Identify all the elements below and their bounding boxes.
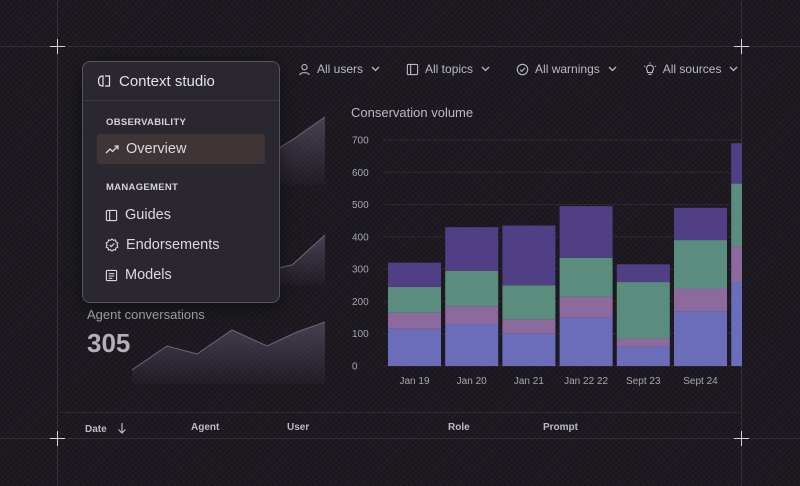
x-tick-label: Sept 24 [683, 376, 718, 387]
menu-title: Context studio [119, 72, 215, 90]
bar-segment [559, 317, 613, 366]
y-tick-label: 700 [352, 136, 369, 147]
bar-segment [388, 312, 441, 329]
agent-conversations-value: 305 [87, 328, 131, 358]
x-tick-label: Jan 19 [399, 376, 429, 387]
guide-line [0, 46, 800, 47]
y-tick-label: 300 [352, 265, 369, 276]
guide-line [0, 438, 800, 439]
y-tick-label: 400 [352, 232, 369, 243]
filter-sources[interactable]: All sources [643, 62, 739, 76]
bar-segment [731, 143, 742, 184]
filter-users[interactable]: All users [298, 62, 380, 76]
bar-segment [674, 288, 727, 312]
bar-segment [674, 240, 727, 289]
arrow-down-icon [118, 423, 127, 434]
bar-segment [502, 333, 556, 366]
section-label-observability: OBSERVABILITY [106, 117, 187, 128]
menu-item-label: Models [125, 267, 172, 283]
menu-item-guides[interactable]: Guides [97, 200, 265, 230]
column-header-date[interactable]: Date [85, 422, 127, 435]
filter-topics[interactable]: All topics [406, 62, 490, 76]
column-header-prompt[interactable]: Prompt [543, 422, 578, 433]
trending-up-icon [105, 145, 119, 154]
chevron-down-icon [371, 66, 380, 72]
bar-segment [559, 206, 613, 258]
bar-segment [616, 338, 670, 347]
column-label: Date [85, 424, 107, 435]
chart-title: Conservation volume [351, 105, 474, 120]
y-tick-label: 200 [352, 297, 369, 308]
mini-area-chart [132, 321, 325, 384]
chevron-down-icon [481, 66, 490, 72]
bar-segment [502, 225, 556, 286]
divider [60, 412, 740, 413]
bar-segment [559, 257, 613, 297]
filter-label: All warnings [535, 62, 600, 76]
x-tick-label: Jan 21 [514, 376, 544, 387]
agent-conversations-label: Agent conversations [87, 307, 205, 322]
filter-warnings[interactable]: All warnings [516, 62, 617, 76]
bar-segment [445, 306, 499, 325]
bar-segment [388, 328, 441, 366]
x-tick-label: Jan 22 22 [564, 376, 608, 387]
crosshair-marker [734, 39, 749, 54]
menu-header[interactable]: Context studio [83, 62, 279, 101]
menu-item-models[interactable]: Models [97, 260, 265, 290]
book-icon [105, 209, 118, 221]
bar-segment [616, 282, 670, 339]
check-circle-icon [516, 63, 529, 75]
menu-item-label: Overview [126, 141, 187, 157]
filter-label: All users [317, 62, 364, 76]
bar-segment [445, 227, 499, 271]
bar-segment [731, 246, 742, 283]
list-icon [105, 269, 118, 281]
bar-segment [616, 346, 670, 366]
bar-segment [502, 285, 556, 320]
filter-bar: All users All topics All warnings All so… [298, 62, 764, 76]
crosshair-marker [734, 431, 749, 446]
bar-segment [674, 207, 727, 241]
column-header-agent[interactable]: Agent [191, 422, 220, 433]
bar-segment [445, 270, 499, 307]
chevron-down-icon [729, 66, 738, 72]
x-tick-label: Sept 23 [626, 376, 661, 387]
book-icon [406, 63, 419, 75]
app-logo-icon [97, 75, 111, 87]
column-header-user[interactable]: User [287, 422, 310, 433]
bar-segment [731, 282, 742, 366]
lightbulb-icon [643, 62, 656, 75]
menu-item-label: Guides [125, 207, 171, 223]
x-tick-label: Jan 20 [457, 376, 487, 387]
bar-segment [388, 262, 441, 287]
column-header-role[interactable]: Role [448, 422, 470, 433]
menu-item-overview[interactable]: Overview [97, 134, 265, 164]
guide-line [57, 0, 58, 486]
user-icon [299, 63, 310, 75]
crosshair-marker [50, 39, 65, 54]
bar-segment [559, 296, 613, 318]
y-tick-label: 100 [352, 329, 369, 340]
badge-check-icon [105, 238, 119, 252]
context-studio-menu: Context studio OBSERVABILITY Overview MA… [82, 61, 280, 303]
filter-label: All sources [662, 62, 722, 76]
y-tick-label: 500 [352, 200, 369, 211]
chevron-down-icon [608, 66, 617, 72]
bar-segment [616, 264, 670, 283]
bar-segment [674, 311, 727, 366]
menu-item-endorsements[interactable]: Endorsements [97, 230, 265, 260]
bar-segment [502, 319, 556, 334]
crosshair-marker [50, 431, 65, 446]
bar-segment [388, 286, 441, 313]
section-label-management: MANAGEMENT [106, 182, 179, 193]
bar-segment [731, 183, 742, 247]
menu-item-label: Endorsements [126, 237, 220, 253]
filter-label: All topics [425, 62, 474, 76]
y-tick-label: 600 [352, 168, 369, 179]
bar-segment [445, 324, 499, 366]
stacked-bar-chart: 0 100 200 300 400 500 600 700 Jan 19 Jan 20 Jan 21… [352, 136, 742, 387]
y-tick-label: 0 [352, 362, 358, 373]
